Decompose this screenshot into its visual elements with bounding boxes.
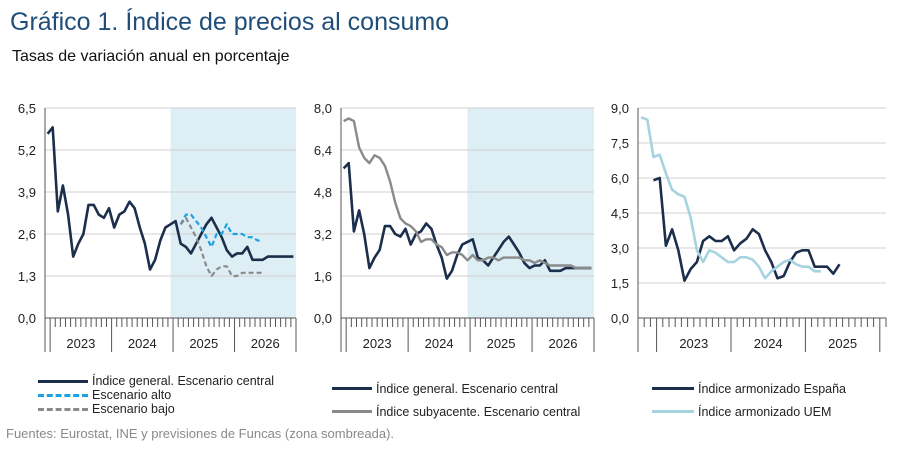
- x-year-label: 2023: [679, 336, 708, 351]
- y-tick-label: 8,0: [314, 101, 332, 116]
- legend-label: Índice subyacente. Escenario central: [376, 404, 581, 419]
- y-tick-label: 3,2: [314, 227, 332, 242]
- title-number: Gráfico 1.: [10, 8, 119, 36]
- legend-swatch: [38, 379, 88, 383]
- x-year-label: 2024: [754, 336, 783, 351]
- x-year-label: 2025: [828, 336, 857, 351]
- title-text: Índice de precios al consumo: [125, 8, 450, 36]
- y-tick-label: 5,2: [18, 143, 36, 158]
- y-tick-label: 1,6: [314, 269, 332, 284]
- x-year-label: 2024: [128, 336, 157, 351]
- legend-swatch: [38, 393, 88, 397]
- legend-panel-1: Índice general. Escenario central Escena…: [38, 374, 274, 416]
- y-tick-label: 3,9: [18, 185, 36, 200]
- forecast-shade: [170, 108, 296, 318]
- legend-item: Índice subyacente. Escenario central: [332, 400, 580, 423]
- legend-label: Índice general. Escenario central: [376, 381, 559, 396]
- x-year-label: 2024: [425, 336, 454, 351]
- y-tick-label: 7,5: [611, 136, 629, 151]
- y-tick-label: 4,5: [611, 206, 629, 221]
- y-tick-label: 6,4: [314, 143, 332, 158]
- series-line: [46, 126, 294, 271]
- y-tick-label: 9,0: [611, 101, 629, 116]
- legend-item: Índice armonizado España: [652, 377, 846, 400]
- legend-swatch: [332, 410, 372, 413]
- series-line: [343, 117, 592, 270]
- series-line: [653, 176, 841, 283]
- legend-item: Escenario bajo: [38, 402, 274, 416]
- legend-item: Índice general. Escenario central: [332, 377, 580, 400]
- chart-title: Gráfico 1. Índice de precios al consumo: [10, 8, 449, 37]
- y-tick-label: 1,5: [611, 276, 629, 291]
- legend-swatch: [652, 410, 694, 413]
- y-tick-label: 0,0: [314, 311, 332, 326]
- series-line: [342, 161, 592, 280]
- legend-swatch: [652, 387, 694, 390]
- x-year-label: 2025: [189, 336, 218, 351]
- legend-label: Índice armonizado UEM: [698, 404, 832, 419]
- chart-subtitle: Tasas de variación anual en porcentaje: [12, 48, 290, 65]
- series-line: [179, 216, 263, 278]
- legend-panel-2: Índice general. Escenario central Índice…: [332, 377, 580, 423]
- x-year-label: 2023: [363, 336, 392, 351]
- legend-label: Índice armonizado España: [698, 381, 847, 396]
- y-tick-label: 3,0: [611, 241, 629, 256]
- x-year-label: 2026: [251, 336, 280, 351]
- legend-swatch: [38, 407, 88, 411]
- y-tick-label: 4,8: [314, 185, 332, 200]
- x-year-label: 2023: [66, 336, 95, 351]
- x-year-label: 2026: [549, 336, 578, 351]
- y-tick-label: 0,0: [18, 311, 36, 326]
- legend-item: Índice armonizado UEM: [652, 400, 846, 423]
- legend-item: Escenario alto: [38, 388, 274, 402]
- legend-panel-3: Índice armonizado España Índice armoniza…: [652, 377, 846, 423]
- forecast-shade: [467, 108, 594, 318]
- x-year-label: 2025: [487, 336, 516, 351]
- series-line: [640, 116, 821, 280]
- y-tick-label: 1,3: [18, 269, 36, 284]
- legend-item: Índice general. Escenario central: [38, 374, 274, 388]
- legend-label: Índice general. Escenario central: [92, 374, 275, 388]
- y-tick-label: 6,5: [18, 101, 36, 116]
- legend-label: Escenario bajo: [92, 402, 175, 416]
- y-tick-label: 2,6: [18, 227, 36, 242]
- y-tick-label: 6,0: [611, 171, 629, 186]
- source-note: Fuentes: Eurostat, INE y previsiones de …: [6, 426, 395, 441]
- y-tick-label: 0,0: [611, 311, 629, 326]
- legend-swatch: [332, 387, 372, 390]
- legend-label: Escenario alto: [92, 388, 172, 402]
- series-line: [179, 213, 263, 248]
